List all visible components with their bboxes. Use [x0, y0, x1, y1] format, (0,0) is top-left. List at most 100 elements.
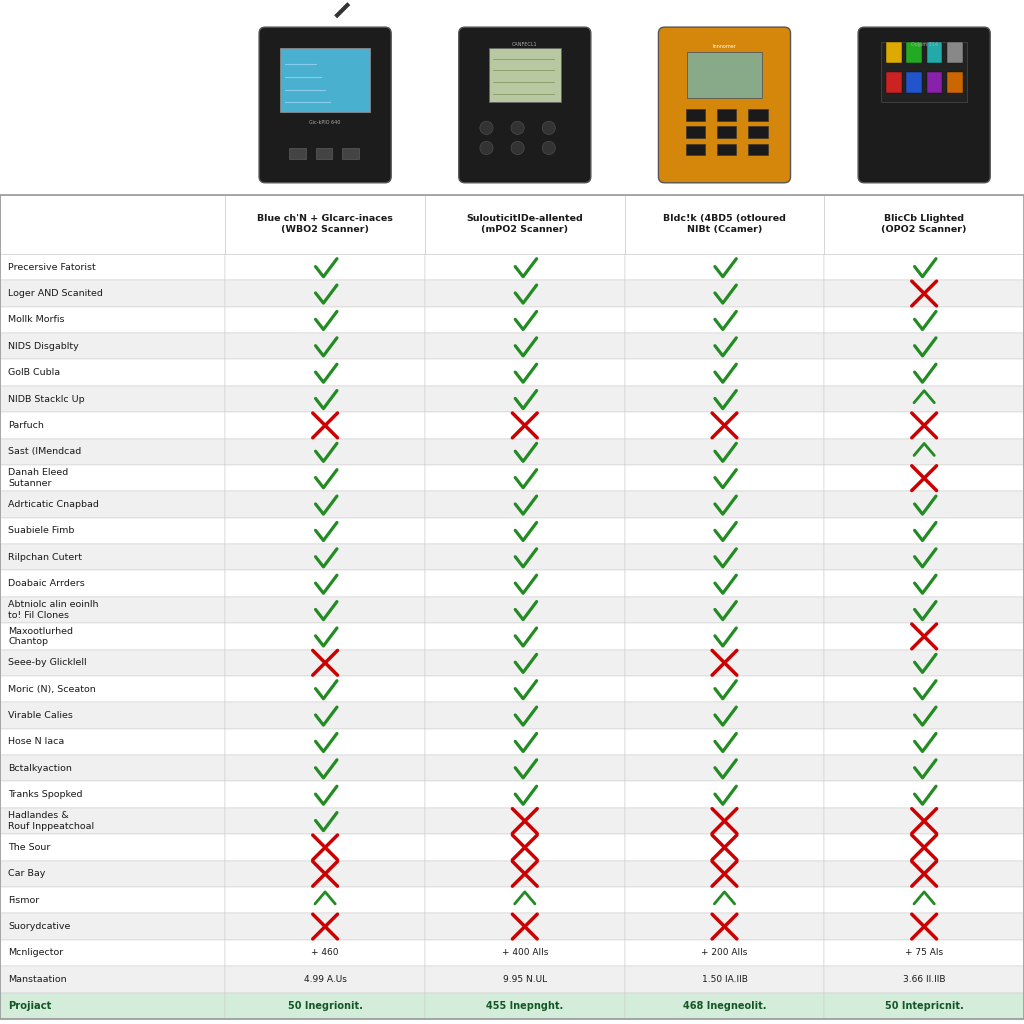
Bar: [0, 518, 225, 544]
Bar: [625, 597, 824, 624]
Bar: [0, 992, 225, 1019]
Bar: [425, 570, 625, 597]
Bar: [0, 649, 225, 676]
Bar: [0, 624, 225, 649]
Bar: [625, 195, 824, 254]
Bar: [625, 992, 824, 1019]
Bar: [225, 676, 425, 702]
Bar: [425, 438, 625, 465]
Bar: [225, 729, 425, 755]
Bar: [824, 755, 1024, 781]
Bar: [0, 307, 225, 333]
Bar: [0, 359, 225, 386]
Text: Blue ch'N + Glcarc-inaces
(WBO2 Scanner): Blue ch'N + Glcarc-inaces (WBO2 Scanner): [257, 214, 393, 234]
Bar: [824, 492, 1024, 518]
FancyBboxPatch shape: [459, 27, 591, 182]
FancyBboxPatch shape: [858, 27, 990, 182]
Text: + 75 Als: + 75 Als: [905, 948, 943, 957]
Bar: [686, 127, 706, 138]
Bar: [824, 729, 1024, 755]
Text: + 400 Alls: + 400 Alls: [502, 948, 548, 957]
Bar: [425, 835, 625, 860]
Text: Fismor: Fismor: [8, 896, 40, 904]
Text: Abtniolc alin eoinlh
to! Fil Clones: Abtniolc alin eoinlh to! Fil Clones: [8, 600, 98, 620]
Text: 3.66 II.IIB: 3.66 II.IIB: [903, 975, 945, 984]
Bar: [0, 465, 225, 492]
Bar: [425, 887, 625, 913]
Bar: [225, 966, 425, 992]
Bar: [824, 992, 1024, 1019]
Bar: [824, 438, 1024, 465]
Bar: [717, 110, 736, 121]
Circle shape: [480, 121, 493, 134]
Bar: [625, 465, 824, 492]
Bar: [824, 544, 1024, 570]
Bar: [625, 333, 824, 359]
Text: Bctalkyaction: Bctalkyaction: [8, 764, 72, 773]
Text: Adrticatic Cnapbad: Adrticatic Cnapbad: [8, 500, 99, 509]
Bar: [927, 42, 942, 62]
Bar: [947, 72, 963, 93]
Bar: [225, 808, 425, 835]
Text: BIdc!k (4BD5 (otloured
NIBt (Ccamer): BIdc!k (4BD5 (otloured NIBt (Ccamer): [664, 214, 785, 234]
Bar: [281, 48, 370, 113]
Bar: [425, 597, 625, 624]
Bar: [625, 860, 824, 887]
Bar: [625, 755, 824, 781]
Bar: [0, 860, 225, 887]
Bar: [686, 143, 706, 155]
Text: Rilpchan Cutert: Rilpchan Cutert: [8, 553, 82, 562]
Bar: [0, 887, 225, 913]
Circle shape: [542, 121, 555, 134]
Bar: [0, 940, 225, 966]
Bar: [0, 835, 225, 860]
Bar: [625, 570, 824, 597]
FancyBboxPatch shape: [658, 27, 791, 182]
Bar: [824, 570, 1024, 597]
Bar: [425, 755, 625, 781]
Bar: [824, 195, 1024, 254]
Bar: [225, 887, 425, 913]
Bar: [625, 413, 824, 438]
Bar: [225, 465, 425, 492]
Bar: [425, 729, 625, 755]
Text: Hadlandes &
Rouf Inppeatchoal: Hadlandes & Rouf Inppeatchoal: [8, 811, 94, 830]
Bar: [425, 195, 625, 254]
Bar: [824, 413, 1024, 438]
Bar: [886, 42, 902, 62]
Text: NIDS Disgablty: NIDS Disgablty: [8, 342, 79, 351]
Bar: [225, 597, 425, 624]
Bar: [824, 624, 1024, 649]
Bar: [425, 254, 625, 281]
Bar: [0, 597, 225, 624]
Bar: [225, 359, 425, 386]
Bar: [225, 195, 425, 254]
Bar: [0, 413, 225, 438]
Text: Suabiele Fimb: Suabiele Fimb: [8, 526, 75, 536]
Text: Projiact: Projiact: [8, 1000, 51, 1011]
Text: Suorydcative: Suorydcative: [8, 922, 71, 931]
Bar: [625, 781, 824, 808]
Bar: [0, 438, 225, 465]
Bar: [225, 860, 425, 887]
Bar: [225, 570, 425, 597]
Bar: [225, 649, 425, 676]
Text: Moric (N), Sceaton: Moric (N), Sceaton: [8, 685, 96, 693]
Bar: [289, 147, 306, 160]
Bar: [425, 281, 625, 307]
Text: 50 Intepricnit.: 50 Intepricnit.: [885, 1000, 964, 1011]
Bar: [625, 281, 824, 307]
Bar: [625, 359, 824, 386]
Text: Loger AND Scanited: Loger AND Scanited: [8, 289, 103, 298]
Bar: [425, 465, 625, 492]
Text: Seee-by Glicklell: Seee-by Glicklell: [8, 658, 87, 668]
Bar: [749, 127, 768, 138]
Bar: [0, 195, 1024, 254]
Bar: [886, 72, 902, 93]
Bar: [225, 333, 425, 359]
Bar: [225, 492, 425, 518]
Bar: [0, 386, 225, 413]
Text: GolB Cubla: GolB Cubla: [8, 369, 60, 377]
Text: Danah Eleed
Sutanner: Danah Eleed Sutanner: [8, 468, 69, 487]
Bar: [906, 42, 922, 62]
